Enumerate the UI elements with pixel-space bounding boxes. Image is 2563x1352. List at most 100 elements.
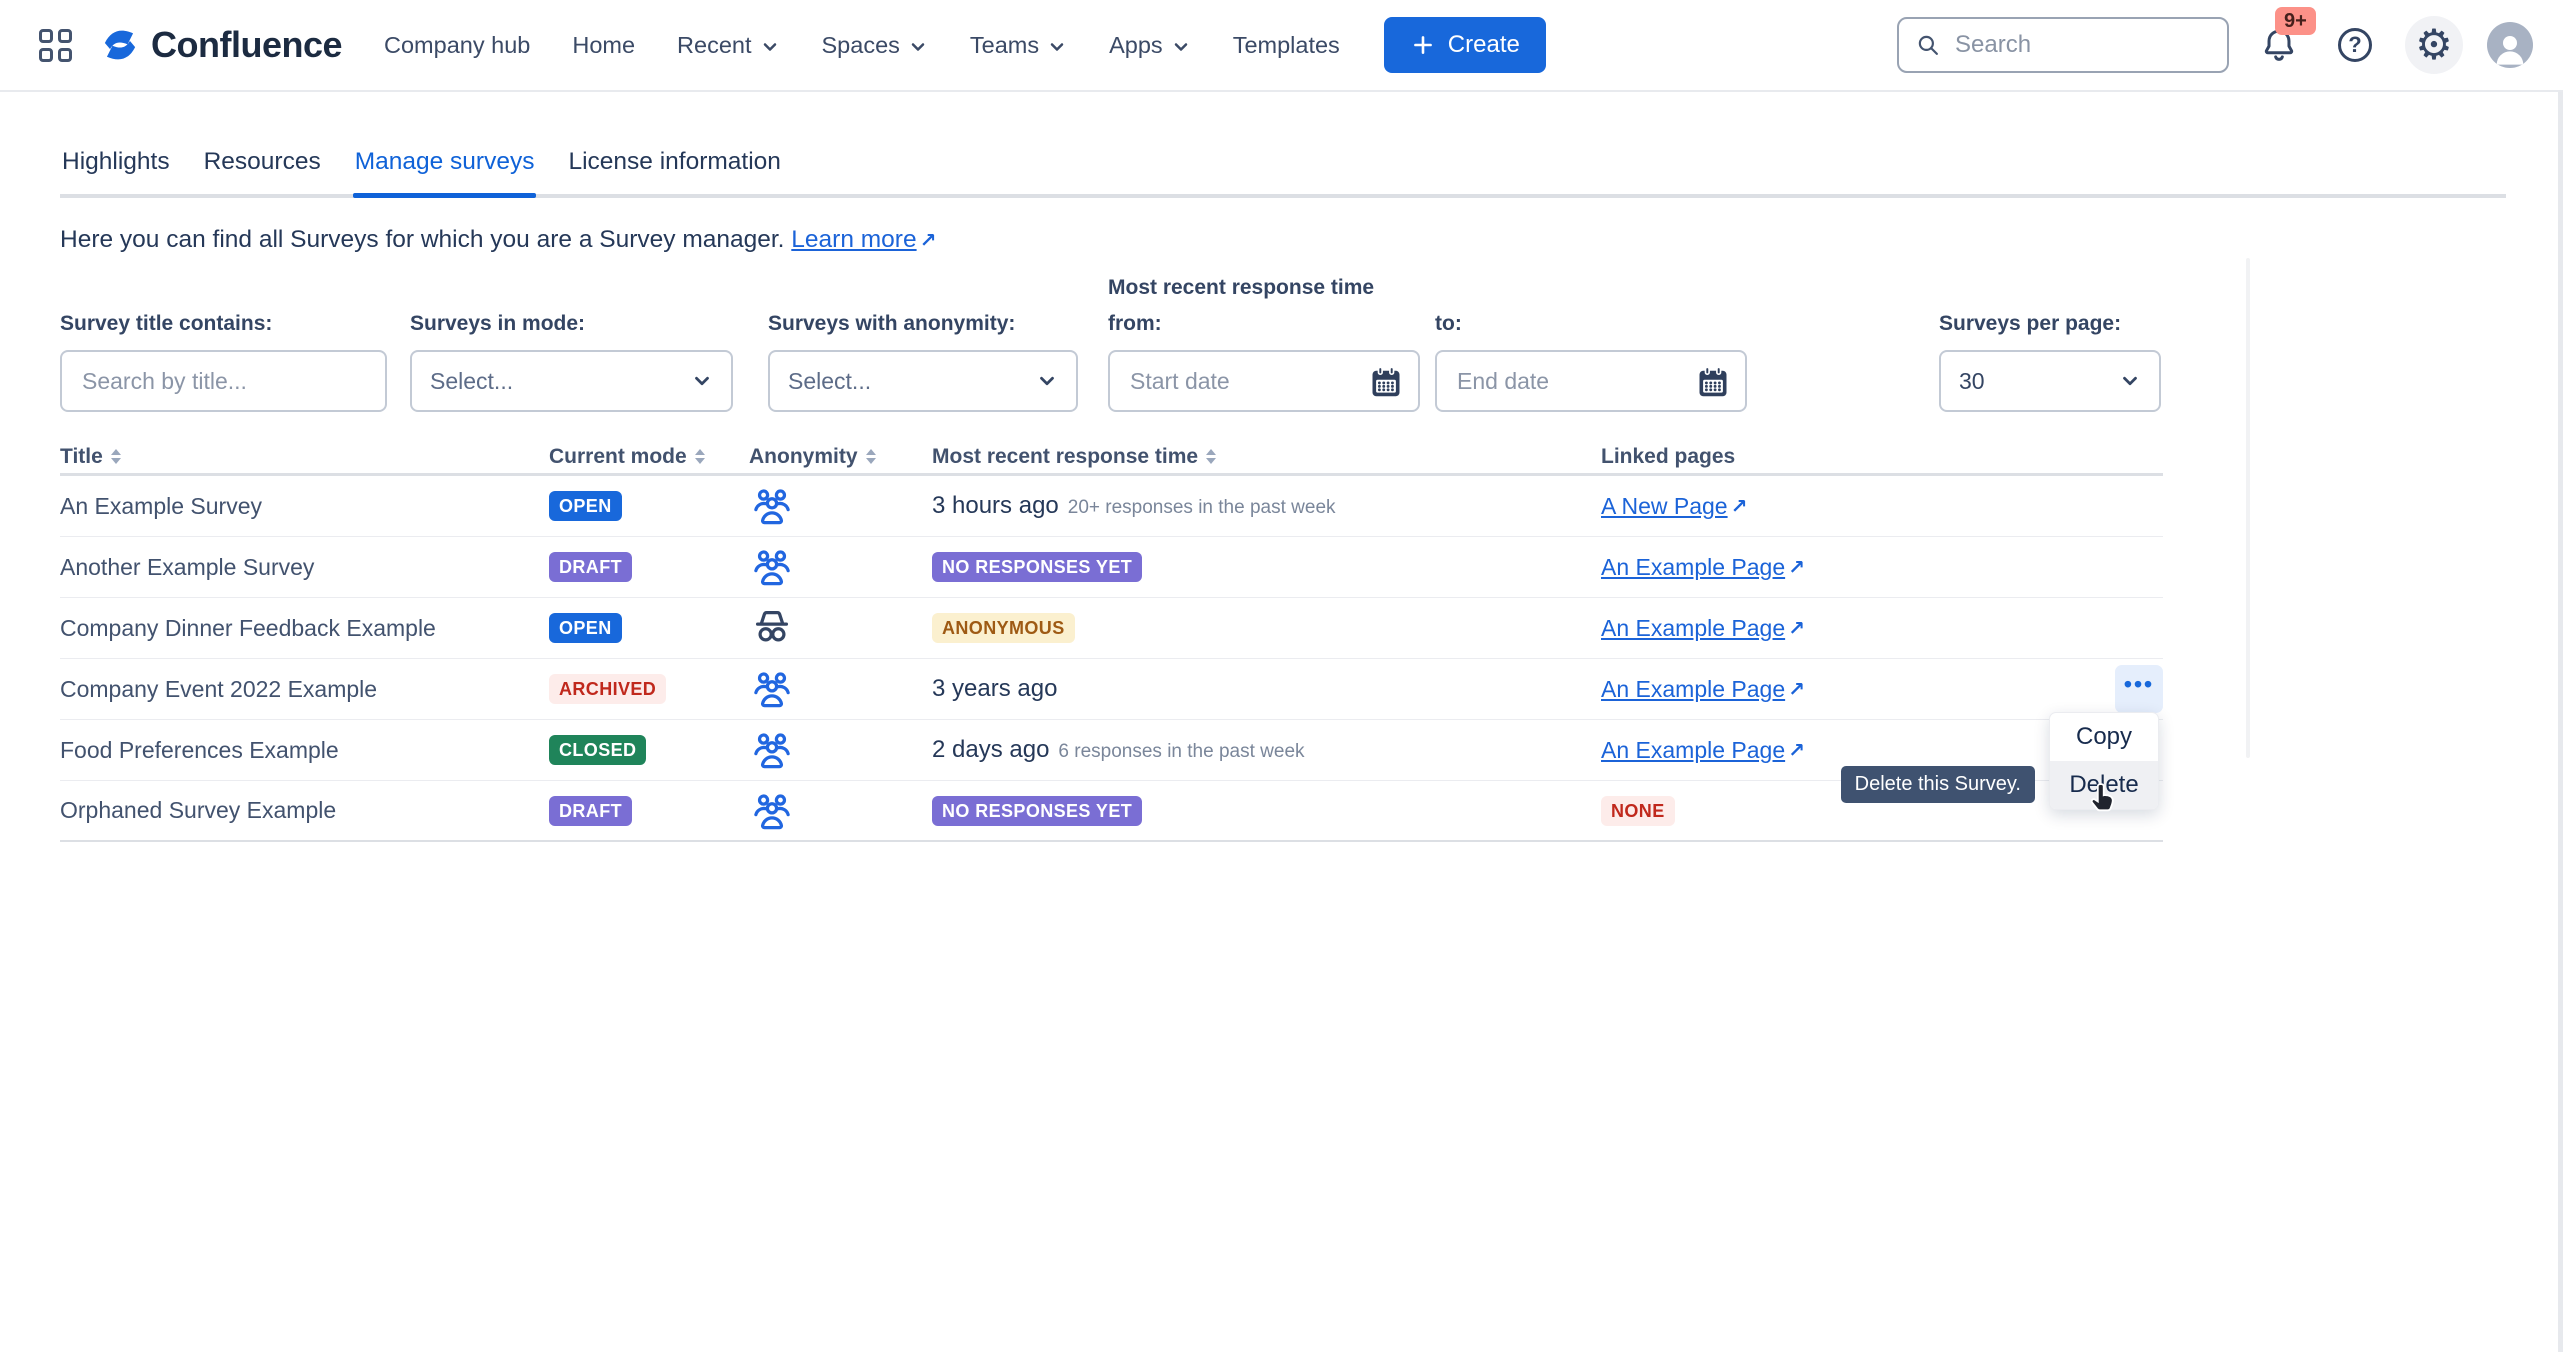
tab-license-information[interactable]: License information — [568, 148, 781, 175]
current-mode-cell: DRAFT — [549, 552, 749, 582]
confluence-logo[interactable]: Confluence — [98, 23, 343, 67]
search-box[interactable] — [1897, 17, 2229, 73]
none-badge: NONE — [1601, 795, 1675, 826]
tab-manage-surveys[interactable]: Manage surveys — [352, 148, 537, 198]
title-search-field — [60, 350, 387, 412]
response-detail: 6 responses in the past week — [1058, 741, 1305, 762]
title-search-input[interactable] — [80, 366, 367, 396]
external-link-icon: ↗ — [1788, 617, 1805, 640]
sort-icon — [1206, 449, 1217, 464]
mode-badge: OPEN — [549, 613, 622, 643]
tab-resources[interactable]: Resources — [203, 148, 321, 175]
table-row: An Example Survey OPEN 3 hours ago 20+ resp… — [60, 476, 2163, 537]
survey-title: An Example Survey — [60, 492, 262, 519]
chevron-down-icon — [1050, 42, 1064, 51]
settings-button[interactable]: ⚙ — [2405, 16, 2463, 74]
inner-scrollbar-thumb[interactable] — [2246, 258, 2250, 758]
intro-text: Here you can find all Surveys for which … — [60, 226, 2503, 254]
table-header-row: Title Current mode Anonymity Most recent re… — [60, 440, 2163, 476]
anonymity-cell — [749, 666, 932, 712]
more-actions-button[interactable]: ••• — [2115, 665, 2163, 713]
current-mode-cell: CLOSED — [549, 735, 749, 765]
filter-label: Survey title contains: — [60, 312, 273, 335]
nav-item-recent[interactable]: Recent — [677, 32, 779, 59]
column-header-most-recent-response-time[interactable]: Most recent response time — [932, 445, 1601, 469]
question-mark-icon: ? — [2338, 28, 2372, 62]
nav-item-label: Teams — [969, 31, 1040, 58]
column-header-title[interactable]: Title — [60, 445, 549, 469]
group-anonymity-icon — [754, 550, 790, 586]
per-page-value: 30 — [1959, 367, 1985, 394]
sort-icon — [865, 449, 876, 464]
tab-highlights[interactable]: Highlights — [62, 148, 170, 175]
help-button[interactable]: ? — [2329, 19, 2381, 71]
learn-more-link[interactable]: Learn more — [791, 226, 916, 253]
start-date-field — [1108, 350, 1420, 412]
filter-label: from: — [1108, 312, 1162, 335]
column-header-label: Anonymity — [749, 444, 858, 468]
response-time: 3 years ago — [932, 675, 1058, 702]
table-row: Food Preferences Example CLOSED 2 days ago… — [60, 720, 2163, 781]
survey-title: Food Preferences Example — [60, 736, 339, 763]
profile-avatar[interactable] — [2487, 22, 2533, 68]
table-row: Company Dinner Feedback Example OPEN ANONY… — [60, 598, 2163, 659]
survey-title: Orphaned Survey Example — [60, 797, 337, 823]
create-button[interactable]: Create — [1383, 17, 1546, 73]
nav-item-company-hub[interactable]: Company hub — [384, 32, 530, 59]
search-input[interactable] — [1953, 30, 2211, 60]
linked-page-link[interactable]: An Example Page — [1601, 614, 1786, 641]
anonymity-cell — [749, 605, 932, 651]
filter-label: Surveys with anonymity: — [768, 312, 1016, 335]
anonymity-select-value: Select... — [788, 367, 872, 394]
app-switcher-square — [39, 47, 53, 62]
table-row: Company Event 2022 Example ARCHIVED 3 year… — [60, 659, 2163, 720]
notifications-button[interactable]: 9+ — [2253, 7, 2316, 71]
linked-page-link[interactable]: An Example Page — [1601, 553, 1786, 580]
mode-badge: CLOSED — [549, 735, 647, 765]
primary-navigation: Company hub Home Recent Spaces Teams Apps Temp… — [384, 32, 1340, 59]
filters-bar: Most recent response time Survey title c… — [60, 276, 2503, 422]
menu-item-copy[interactable]: Copy — [2075, 723, 2133, 750]
linked-page-link[interactable]: A New Page — [1601, 492, 1728, 519]
mode-badge: ARCHIVED — [549, 674, 667, 704]
calendar-icon[interactable] — [1368, 364, 1404, 400]
sort-icon — [694, 449, 705, 464]
table-body: An Example Survey OPEN 3 hours ago 20+ resp… — [60, 476, 2163, 842]
anonymity-cell — [749, 544, 932, 590]
filter-per-page: Surveys per page: 30 — [1939, 312, 2161, 412]
response-badge: NO RESPONSES YET — [932, 552, 1143, 582]
anonymity-select[interactable]: Select... — [768, 350, 1078, 412]
chevron-down-icon — [1040, 376, 1054, 386]
mode-select[interactable]: Select... — [410, 350, 733, 412]
nav-item-home[interactable]: Home — [572, 32, 635, 59]
calendar-icon[interactable] — [1695, 364, 1731, 400]
nav-item-apps[interactable]: Apps — [1109, 32, 1191, 59]
intro-sentence: Here you can find all Surveys for which … — [60, 226, 785, 253]
filter-date-from: from: — [1108, 312, 1420, 412]
chevron-down-icon — [911, 42, 925, 51]
table-row: Orphaned Survey Example DRAFT NO RESPONSES… — [60, 781, 2163, 842]
filter-label: Surveys per page: — [1939, 312, 2122, 335]
start-date-input[interactable] — [1128, 366, 1356, 396]
linked-pages-cell: NONE — [1601, 795, 2108, 826]
survey-title-cell: Food Preferences Example — [60, 737, 549, 764]
nav-item-label: Company hub — [384, 31, 531, 58]
survey-title-cell: Company Event 2022 Example — [60, 676, 549, 703]
chevron-down-icon — [1174, 42, 1187, 51]
linked-page-link[interactable]: An Example Page — [1601, 675, 1786, 702]
nav-item-spaces[interactable]: Spaces — [822, 32, 928, 59]
app-switcher-icon[interactable] — [39, 28, 72, 62]
app-switcher-square — [58, 47, 72, 62]
nav-item-templates[interactable]: Templates — [1233, 32, 1340, 59]
per-page-select[interactable]: 30 — [1939, 350, 2161, 412]
end-date-input[interactable] — [1455, 366, 1683, 396]
column-header-anonymity[interactable]: Anonymity — [749, 445, 932, 469]
linked-page-link[interactable]: An Example Page — [1601, 736, 1786, 763]
linked-pages-cell: An Example Page ↗ — [1601, 737, 2108, 764]
nav-item-teams[interactable]: Teams — [970, 32, 1067, 59]
page-scrollbar-track[interactable] — [2558, 92, 2563, 1352]
current-mode-cell: DRAFT — [549, 795, 749, 826]
response-time-cell: NO RESPONSES YET — [932, 795, 1601, 826]
column-header-current-mode[interactable]: Current mode — [549, 445, 749, 469]
app-switcher-square — [58, 28, 72, 43]
